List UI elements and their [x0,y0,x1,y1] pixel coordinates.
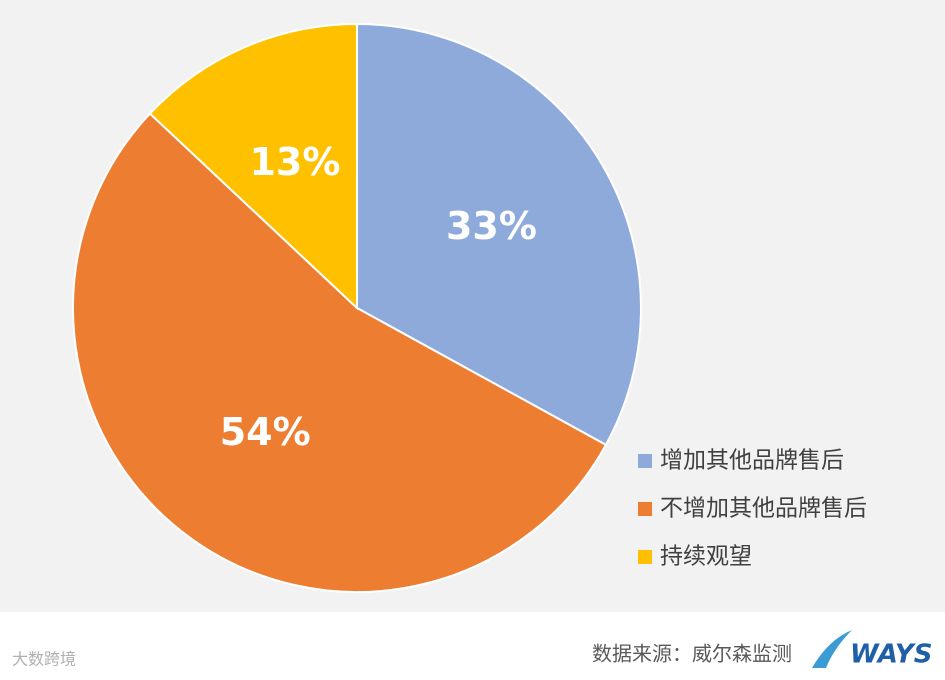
data-label: 54% [220,410,311,454]
legend-swatch [638,454,652,468]
legend-label: 增加其他品牌售后 [660,448,844,474]
legend-swatch [638,502,652,516]
data-label: 33% [446,204,537,248]
legend-swatch [638,550,652,564]
pie: 33% 54% 13% [72,22,642,593]
logo-icon [812,630,852,668]
pie-slice [356,22,642,447]
logo: WAYS [850,640,932,670]
pie-slice [148,22,358,311]
data-label: 13% [249,140,340,184]
legend-label: 持续观望 [660,544,752,570]
watermark: 大数跨境 [12,650,76,669]
source-note: 数据来源：威尔森监测 [592,642,792,666]
pie-slice [72,112,608,593]
legend-label: 不增加其他品牌售后 [660,496,867,522]
footer-background [0,612,945,680]
